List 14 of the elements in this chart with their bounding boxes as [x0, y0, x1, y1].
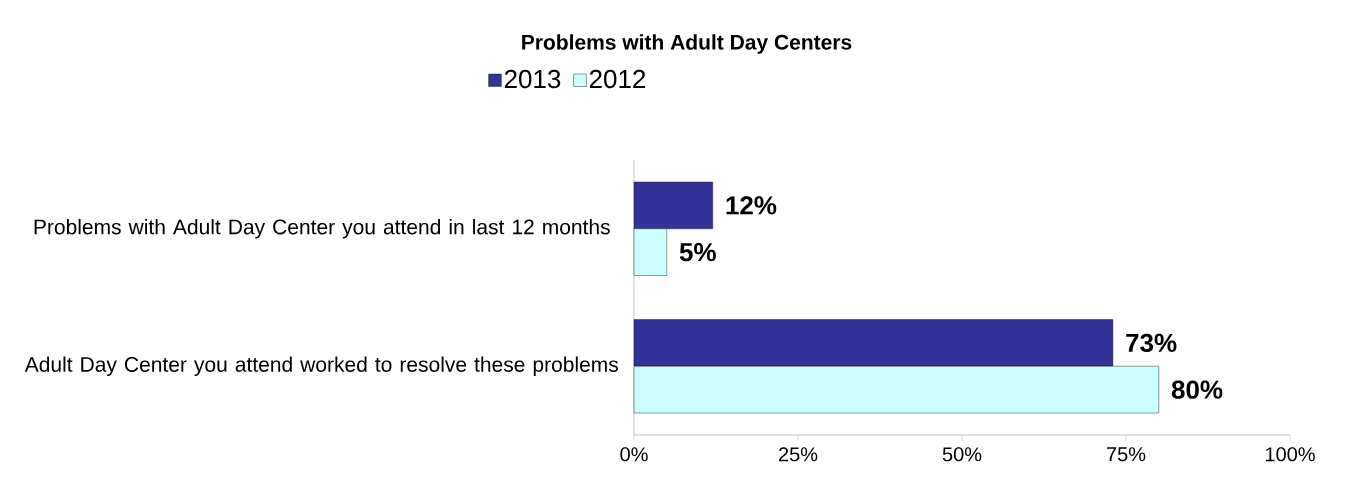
x-tick-label: 25% [778, 447, 818, 462]
x-tick-label: 0% [620, 447, 648, 462]
y-tick-label: Problems with Adult Day Center you attend in last 12 months [34, 218, 610, 239]
y-tick-label: Adult Day Center you attend worked to resolve these problems [24, 356, 618, 377]
chart-title: Problems with Adult Day Centers [522, 34, 852, 54]
data-label: 73% [1126, 333, 1177, 353]
data-label: 80% [1171, 380, 1223, 399]
legend-label: 2012 [589, 69, 646, 89]
legend-label: 2013 [504, 69, 561, 89]
data-label: 5% [679, 242, 716, 262]
x-tick-label: 75% [1107, 447, 1146, 462]
data-label: 12% [726, 196, 777, 215]
x-tick-label: 100% [1265, 447, 1315, 462]
x-tick-label: 50% [942, 447, 982, 462]
